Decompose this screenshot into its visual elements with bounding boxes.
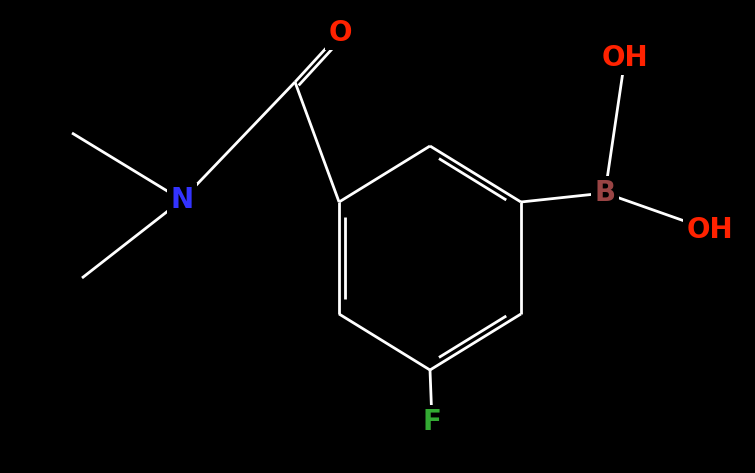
Text: N: N: [171, 186, 193, 214]
Text: B: B: [594, 179, 615, 207]
Text: O: O: [328, 19, 352, 47]
Text: OH: OH: [602, 44, 649, 72]
Text: OH: OH: [687, 216, 733, 244]
Text: F: F: [423, 408, 442, 436]
